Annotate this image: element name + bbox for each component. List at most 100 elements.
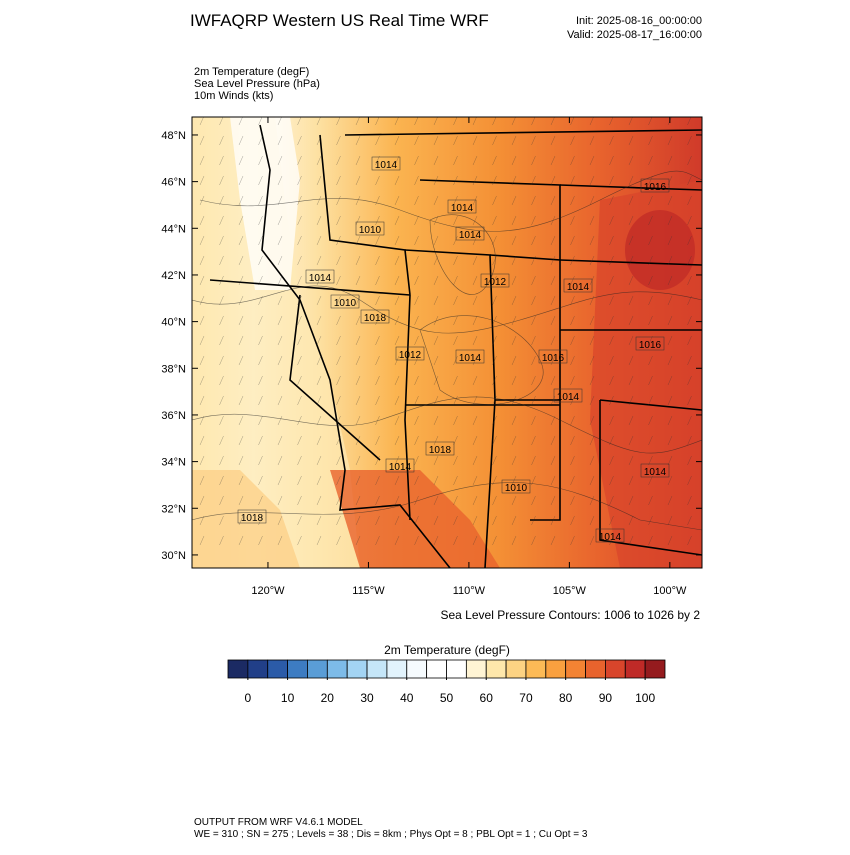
wind-barb [667, 275, 673, 286]
wind-barb [199, 515, 205, 526]
contour-label: 1014 [644, 467, 667, 478]
colorbar-tick-label: 70 [519, 691, 533, 705]
wind-barb [492, 335, 497, 346]
contour-label: 1018 [429, 445, 452, 456]
wind-barb [414, 515, 419, 526]
wind-barb [492, 235, 497, 246]
wind-barb [297, 135, 302, 146]
wind-barb [453, 295, 458, 306]
wind-barb [511, 475, 517, 486]
wind-barb [589, 335, 595, 346]
wind-barb [609, 295, 614, 306]
wind-barb [258, 215, 263, 226]
wind-barb [609, 535, 614, 546]
wind-barb [511, 255, 517, 266]
wind-barb [511, 355, 517, 366]
wind-barb [511, 455, 517, 466]
wind-barb [531, 255, 536, 266]
wind-barb [531, 415, 536, 426]
wind-barb [316, 495, 322, 506]
wind-barb [531, 175, 536, 186]
colorbar-tick-label: 40 [400, 691, 414, 705]
wind-barb [531, 295, 536, 306]
wind-barb [394, 315, 400, 326]
wind-barb [394, 495, 400, 506]
colorbar-title: 2m Temperature (degF) [384, 643, 510, 657]
wind-barb [570, 415, 575, 426]
wind-barb [219, 395, 224, 406]
wind-barb [238, 375, 244, 386]
wind-barb [667, 135, 673, 146]
wind-barb [394, 415, 400, 426]
wind-barb [258, 315, 263, 326]
colorbar-bin [386, 659, 408, 679]
wind-barb [648, 415, 653, 426]
contour-label-box [595, 528, 625, 543]
wind-barb [199, 315, 205, 326]
colorbar-tick-label: 80 [559, 691, 573, 705]
wind-barb [628, 335, 634, 346]
field-name: Sea Level Pressure (hPa) [194, 78, 320, 90]
wind-barb [687, 195, 692, 206]
wind-barb [511, 515, 517, 526]
wind-barb [433, 435, 439, 446]
wind-barb [433, 315, 439, 326]
wind-barb [199, 455, 205, 466]
wind-barb [570, 195, 575, 206]
wind-barb [394, 435, 400, 446]
wind-barb [316, 515, 322, 526]
wind-barb [394, 235, 400, 246]
wind-barb [687, 155, 692, 166]
wind-barb [531, 435, 536, 446]
contour-label: 1014 [375, 160, 398, 171]
wind-barb [414, 195, 419, 206]
wind-barb [433, 375, 439, 386]
wind-barb [511, 195, 517, 206]
wind-barb [238, 415, 244, 426]
wind-barb [453, 455, 458, 466]
wind-barb [199, 175, 205, 186]
wind-barb [687, 175, 692, 186]
wind-barb [355, 135, 361, 146]
wind-barb [453, 495, 458, 506]
wind-barb [492, 295, 497, 306]
wind-barb [433, 395, 439, 406]
wind-barb [531, 235, 536, 246]
wind-barb [375, 375, 380, 386]
contour-label-box [371, 156, 401, 171]
wind-barb [336, 395, 341, 406]
wind-barb [297, 515, 302, 526]
wind-barb [277, 275, 283, 286]
wind-barb [609, 435, 614, 446]
wind-barb [667, 295, 673, 306]
wind-barb [589, 175, 595, 186]
wind-barb [511, 135, 517, 146]
wind-barb [609, 275, 614, 286]
wind-barb [472, 315, 478, 326]
wind-barb [297, 235, 302, 246]
wind-barb [687, 335, 692, 346]
wind-barb [648, 355, 653, 366]
wind-barb [238, 395, 244, 406]
wind-barb [550, 135, 556, 146]
colorbar-bin [446, 659, 467, 679]
wind-barb [570, 215, 575, 226]
contour-label-box [425, 441, 455, 456]
wind-barb [667, 455, 673, 466]
wind-barb [531, 375, 536, 386]
wind-barb [628, 235, 634, 246]
wind-barb [219, 195, 224, 206]
wind-barb [297, 395, 302, 406]
wind-barb [550, 455, 556, 466]
lat-label: 42°N [161, 270, 186, 282]
wind-barb [219, 415, 224, 426]
wind-barb [394, 275, 400, 286]
contour-label-box [330, 294, 360, 309]
wind-barb [277, 395, 283, 406]
wind-barb [414, 535, 419, 546]
wind-barb [570, 515, 575, 526]
wind-barb [687, 235, 692, 246]
field-list: 2m Temperature (degF)Sea Level Pressure … [194, 66, 320, 102]
contour-label-box [635, 336, 665, 351]
wind-barb [375, 155, 380, 166]
